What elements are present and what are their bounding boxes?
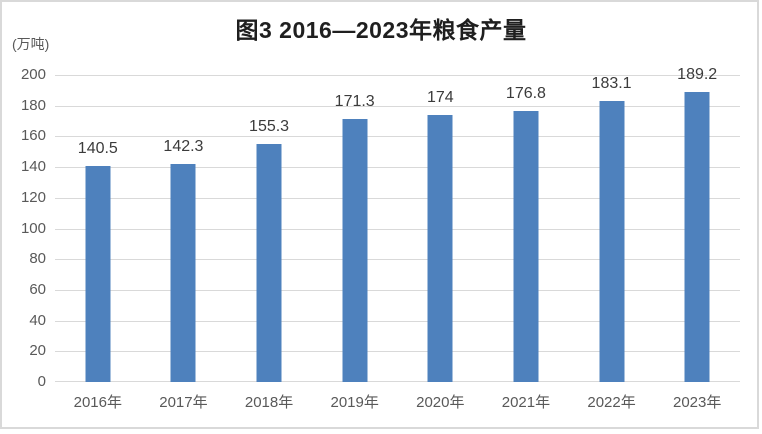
bar bbox=[513, 111, 539, 382]
x-category-label: 2019年 bbox=[330, 394, 379, 411]
bar-series: 140.5 142.3 155.3 171.3 174 176.8 183.1 189.2 bbox=[55, 66, 740, 382]
y-axis-unit-label: (万吨) bbox=[12, 36, 50, 52]
bar-value-label: 142.3 bbox=[163, 138, 204, 155]
bar-cell: 183.1 bbox=[569, 75, 655, 382]
x-category-label: 2016年 bbox=[73, 394, 122, 411]
y-tick-label: 160 bbox=[20, 127, 46, 145]
y-tick-label: 0 bbox=[37, 373, 46, 390]
bar bbox=[256, 144, 282, 382]
y-tick-label: 20 bbox=[29, 342, 46, 360]
bar-value-label: 140.5 bbox=[77, 140, 118, 157]
bar-value-label: 174 bbox=[426, 89, 454, 106]
bar bbox=[85, 166, 111, 382]
x-category-label: 2021年 bbox=[501, 394, 551, 411]
x-axis-category-labels: 2016年 2017年 2018年 2019年 2020年 2021年 2022年 2023年 bbox=[55, 394, 740, 412]
bar-value-label: 155.3 bbox=[249, 118, 290, 135]
gridline bbox=[55, 197, 740, 199]
bar-value-label: 183.1 bbox=[591, 75, 632, 92]
x-category-label: 2017年 bbox=[159, 394, 208, 411]
gridline bbox=[55, 136, 740, 138]
y-tick-label: 200 bbox=[20, 66, 46, 83]
bar-cell: 171.3 bbox=[312, 75, 398, 382]
bar-cell: 140.5 bbox=[55, 75, 141, 382]
bar-value-label: 189.2 bbox=[677, 66, 718, 83]
y-tick-label: 100 bbox=[20, 219, 46, 237]
bar bbox=[684, 92, 710, 382]
bar bbox=[599, 101, 625, 382]
y-axis-tick-labels: 0 20 40 60 80 100 120 140 160 180 200 bbox=[0, 67, 46, 390]
gridline bbox=[55, 259, 740, 261]
x-category-label: 2023年 bbox=[673, 394, 722, 411]
gridline bbox=[55, 351, 740, 353]
chart-title: 图3 2016—2023年粮食产量 bbox=[235, 17, 527, 43]
gridline bbox=[55, 320, 740, 322]
bar-cell: 176.8 bbox=[483, 75, 569, 382]
gridline bbox=[55, 289, 740, 291]
bar-cell: 174 bbox=[398, 75, 484, 382]
bar-value-label: 176.8 bbox=[505, 85, 546, 102]
gridline bbox=[55, 75, 740, 76]
x-category-label: 2022年 bbox=[587, 394, 636, 411]
gridline bbox=[55, 105, 740, 107]
bar bbox=[342, 119, 368, 382]
bar-cell: 189.2 bbox=[654, 66, 740, 382]
y-tick-label: 140 bbox=[20, 158, 46, 176]
bar bbox=[427, 115, 453, 382]
y-tick-label: 60 bbox=[29, 280, 46, 298]
bar-value-label: 171.3 bbox=[334, 93, 375, 110]
bar bbox=[170, 164, 196, 382]
bar-cell: 155.3 bbox=[226, 75, 312, 382]
x-category-label: 2020年 bbox=[416, 394, 465, 411]
gridline bbox=[55, 167, 740, 169]
y-tick-label: 120 bbox=[20, 188, 46, 206]
plot-area: 140.5 142.3 155.3 171.3 174 176.8 183.1 189.2 bbox=[55, 66, 740, 382]
y-tick-label: 40 bbox=[29, 311, 46, 329]
bar-cell: 142.3 bbox=[141, 75, 227, 382]
gridline bbox=[55, 228, 740, 230]
gridline bbox=[55, 381, 740, 382]
y-tick-label: 80 bbox=[29, 250, 46, 268]
x-category-label: 2018年 bbox=[244, 394, 294, 411]
y-tick-label: 180 bbox=[20, 96, 46, 114]
